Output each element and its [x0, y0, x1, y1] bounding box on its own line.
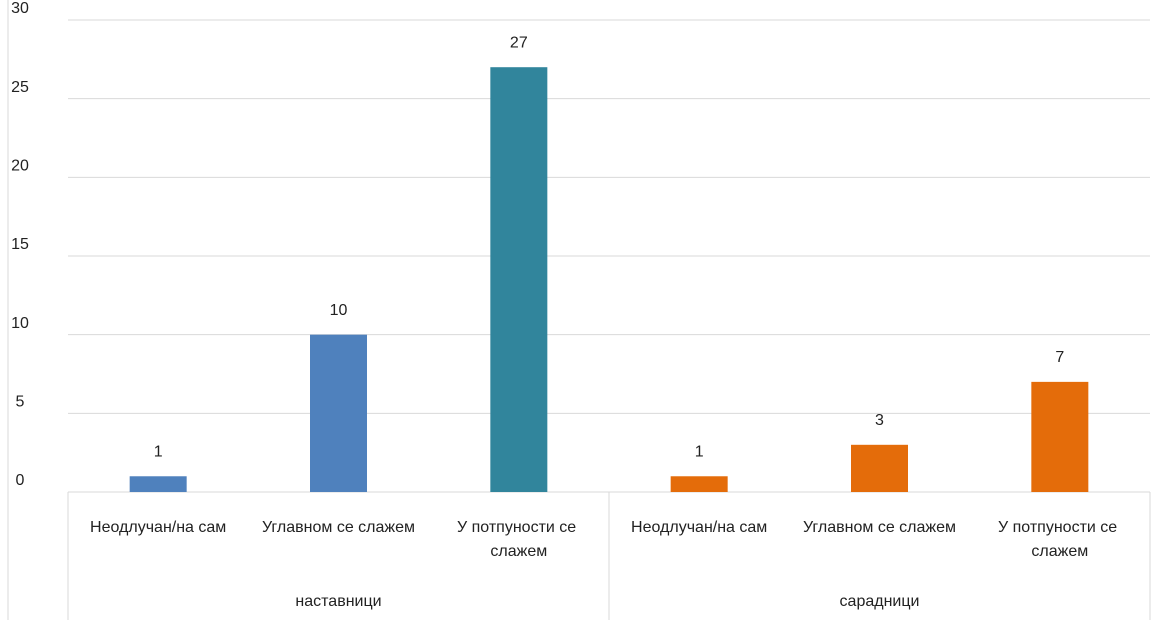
data-label: 7: [1055, 349, 1064, 366]
group-label: сарадници: [840, 593, 920, 610]
data-label: 10: [330, 302, 348, 319]
bar: [490, 67, 548, 492]
y-tick-label: 25: [11, 79, 29, 96]
y-tick-label: 30: [11, 0, 29, 17]
x-tick-label: Неодлучан/на сам: [631, 519, 767, 536]
group-label: наставници: [295, 593, 381, 610]
x-tick-label: Неодлучан/на сам: [90, 519, 226, 536]
y-tick-label: 15: [11, 236, 29, 253]
x-tick-label: У потпуности се слажем: [998, 519, 1122, 560]
data-label: 27: [510, 34, 528, 51]
data-label: 3: [875, 412, 884, 429]
y-tick-label: 10: [11, 315, 29, 332]
bar: [670, 476, 728, 492]
x-tick-label: Углавном се слажем: [803, 519, 956, 536]
data-label: 1: [154, 443, 163, 460]
x-tick-label: У потпуности се слажем: [457, 519, 581, 560]
bar: [310, 334, 367, 492]
bar: [851, 444, 908, 492]
y-tick-label: 5: [16, 394, 25, 411]
y-tick-label: 0: [16, 472, 25, 489]
y-tick-label: 20: [11, 158, 29, 175]
bar: [129, 476, 187, 492]
x-tick-label: Углавном се слажем: [262, 519, 415, 536]
bar: [1031, 381, 1089, 492]
data-label: 1: [695, 443, 704, 460]
